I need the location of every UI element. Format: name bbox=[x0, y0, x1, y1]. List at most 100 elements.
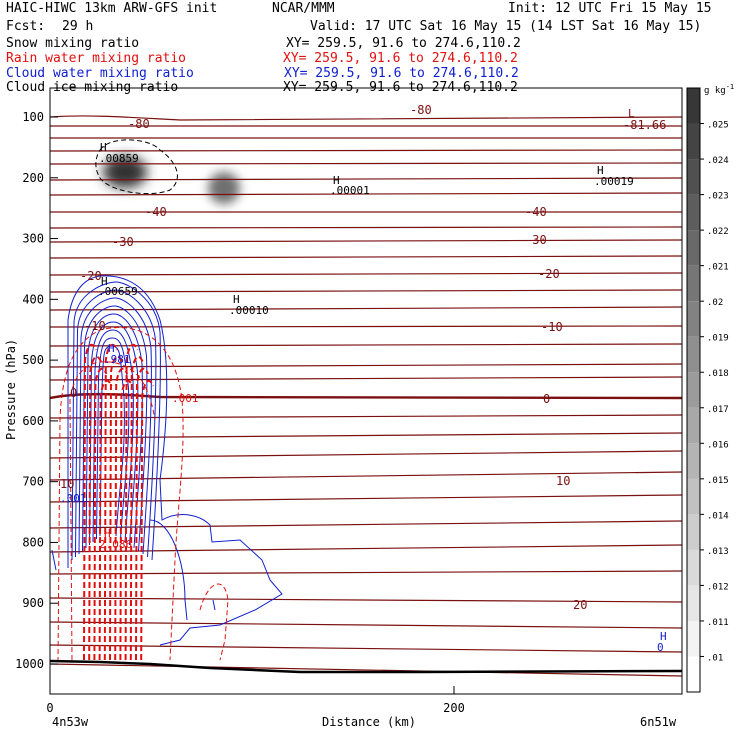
colorbar-swatch bbox=[687, 88, 700, 124]
x-tick-label: 0 bbox=[46, 701, 53, 715]
rain-water-contour bbox=[109, 355, 123, 661]
colorbar-swatch bbox=[687, 301, 700, 337]
y-tick-label: 1000 bbox=[15, 657, 44, 671]
colorbar-tick-label: .019 bbox=[707, 334, 729, 344]
y-axis: 100 200 300 400 500 600 700 800 900 1000 bbox=[15, 110, 58, 671]
cloud-water-contour bbox=[82, 305, 148, 552]
high-marker: H bbox=[108, 342, 115, 355]
colorbar-swatch bbox=[687, 230, 700, 266]
isotherm-label: 0 bbox=[70, 386, 77, 400]
field-label-snow: Snow mixing ratio bbox=[6, 36, 140, 51]
colorbar-swatch bbox=[687, 585, 700, 621]
y-tick-label: 900 bbox=[22, 596, 44, 610]
colorbar-tick-label: .023 bbox=[707, 192, 729, 202]
field-label-cloud-ice: Cloud ice mixing ratio bbox=[6, 80, 179, 95]
colorbar-tick-label: .02 bbox=[707, 298, 723, 308]
x-axis-label: Distance (km) bbox=[322, 715, 416, 729]
y-tick-label: 100 bbox=[22, 110, 44, 124]
colorbar-swatch bbox=[687, 407, 700, 444]
isotherm-label: 20 bbox=[573, 598, 587, 612]
y-axis-label: Pressure (hPa) bbox=[4, 339, 18, 440]
colorbar-tick-label: .013 bbox=[707, 547, 729, 557]
high-marker: H bbox=[660, 630, 667, 643]
isotherm-label: 10 bbox=[556, 474, 570, 488]
colorbar-tick-label: .018 bbox=[707, 369, 729, 379]
x-start-label: 4n53w bbox=[52, 715, 89, 729]
x-axis: 0 200 bbox=[46, 686, 465, 715]
isotherm-label: -40 bbox=[525, 205, 547, 219]
colorbar-tick-label: .012 bbox=[707, 582, 729, 592]
y-tick-label: 300 bbox=[22, 232, 44, 246]
snow-shading-middle bbox=[208, 172, 240, 204]
colorbar-swatch bbox=[687, 159, 700, 195]
extrema-value: .00001 bbox=[330, 184, 370, 197]
colorbar: .01 .011 .012 .013 .014 .015 .016 .017 .018 .019.… bbox=[686, 87, 729, 693]
rain-water-contour bbox=[129, 355, 144, 661]
isotherm-label: 10 bbox=[60, 477, 74, 491]
isotherm-label: -20 bbox=[538, 267, 560, 281]
colorbar-swatch bbox=[687, 443, 700, 479]
y-tick-label: 200 bbox=[22, 171, 44, 185]
init-time: Init: 12 UTC Fri 15 May 15 bbox=[508, 1, 712, 16]
y-tick-label: 800 bbox=[22, 535, 44, 549]
y-tick-label: 600 bbox=[22, 414, 44, 428]
field-xy-cloud-water: XY= 259.5, 91.6 to 274.6,110.2 bbox=[284, 66, 519, 81]
rain-water-contour bbox=[98, 379, 113, 661]
forecast-hours: 29 h bbox=[62, 19, 94, 34]
colorbar-tick-label: .017 bbox=[707, 405, 729, 415]
cloud-water-contour bbox=[85, 313, 143, 549]
colorbar-swatch bbox=[687, 336, 700, 373]
field-label-cloud-water: Cloud water mixing ratio bbox=[6, 66, 194, 81]
isotherm-label: 0 bbox=[543, 392, 550, 406]
extrema-value: 0 bbox=[657, 641, 664, 654]
rain-water-core-contours bbox=[83, 343, 155, 661]
colorbar-swatch bbox=[687, 620, 700, 657]
extrema-value: .00019 bbox=[594, 175, 634, 188]
isotherm-label: -10 bbox=[84, 319, 106, 333]
snow-contour bbox=[95, 139, 178, 195]
colorbar-tick-label: .014 bbox=[707, 511, 729, 521]
extrema-labels: H .00859 H .00001 H .00019 H .00010 H .0… bbox=[60, 107, 667, 654]
isotherm-label: -40 bbox=[145, 205, 167, 219]
cloud-water-contours bbox=[51, 275, 283, 646]
valid-time: Valid: 17 UTC Sat 16 May 15 (14 LST Sat … bbox=[310, 19, 702, 34]
colorbar-swatch bbox=[687, 549, 700, 586]
org-label: NCAR/MMM bbox=[272, 1, 335, 16]
isotherm-label: -10 bbox=[541, 320, 563, 334]
extrema-value: .00659 bbox=[98, 285, 138, 298]
x-end-label: 6n51w bbox=[640, 715, 677, 729]
rain-water-contour bbox=[140, 379, 155, 661]
isotherm-label: -20 bbox=[80, 269, 102, 283]
extrema-value: .00010 bbox=[229, 304, 269, 317]
plot-frame bbox=[49, 87, 683, 695]
isotherm-label: -80 bbox=[410, 103, 432, 117]
y-tick-label: 400 bbox=[22, 292, 44, 306]
extrema-value: .00859 bbox=[99, 152, 139, 165]
colorbar-swatch bbox=[687, 514, 700, 550]
rain-water-contour bbox=[135, 367, 149, 661]
colorbar-swatch bbox=[687, 478, 700, 515]
colorbar-swatch bbox=[687, 656, 700, 692]
isotherm-label: -30 bbox=[112, 235, 134, 249]
temperature-isotherms bbox=[50, 115, 682, 677]
cloud-water-contour bbox=[92, 329, 134, 543]
colorbar-swatch bbox=[687, 265, 700, 302]
cloud-water-contour bbox=[75, 289, 157, 558]
isotherm-label: -81.66 bbox=[623, 118, 666, 132]
colorbar-unit: g kg-1 bbox=[704, 83, 734, 96]
colorbar-frame bbox=[686, 87, 701, 693]
colorbar-tick-label: .011 bbox=[707, 618, 729, 628]
cloud-water-contour bbox=[71, 281, 161, 561]
field-xy-rain: XY= 259.5, 91.6 to 274.6,110.2 bbox=[283, 51, 518, 66]
cloud-water-core-contours bbox=[71, 281, 161, 561]
colorbar-tick-label: .01 bbox=[707, 653, 723, 663]
high-marker: H bbox=[101, 275, 108, 288]
low-marker: L bbox=[628, 107, 635, 120]
isotherm-label: -30 bbox=[525, 233, 547, 247]
colorbar-tick-label: .022 bbox=[707, 227, 729, 237]
rain-water-contour bbox=[124, 343, 139, 661]
model-title: HAIC-HIWC 13km ARW-GFS init bbox=[6, 1, 218, 16]
colorbar-swatch bbox=[687, 123, 700, 160]
rain-water-contour bbox=[88, 355, 103, 661]
